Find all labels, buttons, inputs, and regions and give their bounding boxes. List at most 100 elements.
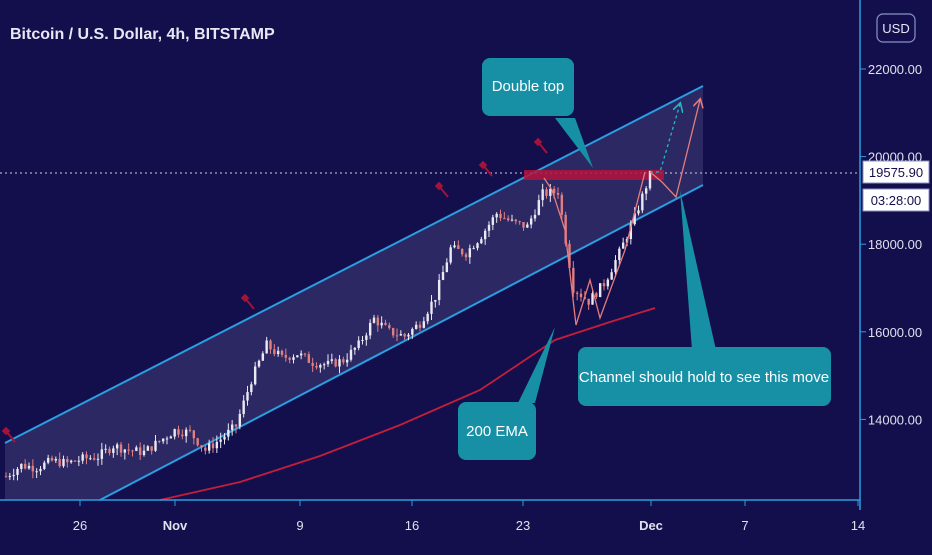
candle-down[interactable] <box>395 335 399 337</box>
candle-up[interactable] <box>246 392 249 401</box>
candle-down[interactable] <box>403 333 406 337</box>
candle-down[interactable] <box>127 449 130 451</box>
candle-up[interactable] <box>591 293 594 305</box>
candle-down[interactable] <box>572 267 575 293</box>
candle-down[interactable] <box>211 443 215 449</box>
candle-up[interactable] <box>641 193 644 211</box>
candle-down[interactable] <box>31 465 35 472</box>
candle-up[interactable] <box>154 440 157 451</box>
candle-up[interactable] <box>161 438 165 442</box>
usd-button[interactable]: USD <box>876 13 916 43</box>
candle-up[interactable] <box>227 429 230 437</box>
candle-up[interactable] <box>468 248 472 258</box>
candle-up[interactable] <box>437 279 441 300</box>
candle-down[interactable] <box>158 440 161 442</box>
candle-down[interactable] <box>273 349 276 355</box>
candle-up[interactable] <box>441 271 445 280</box>
candle-up[interactable] <box>54 458 58 461</box>
candle-up[interactable] <box>230 424 234 430</box>
candle-up[interactable] <box>46 457 50 463</box>
candle-down[interactable] <box>587 298 590 305</box>
candle-up[interactable] <box>62 458 65 467</box>
candle-down[interactable] <box>315 366 318 368</box>
candle-up[interactable] <box>372 317 376 323</box>
candle-up[interactable] <box>380 322 383 326</box>
candle-up[interactable] <box>299 353 303 356</box>
candle-up[interactable] <box>184 429 188 437</box>
candle-up[interactable] <box>365 335 368 340</box>
candle-down[interactable] <box>595 293 598 298</box>
candle-up[interactable] <box>637 210 640 214</box>
candle-up[interactable] <box>368 322 372 336</box>
candle-up[interactable] <box>361 339 364 341</box>
candle-up[interactable] <box>407 334 410 337</box>
candle-up[interactable] <box>480 239 483 244</box>
time-axis[interactable]: 26 Nov 9 16 23 Dec 7 14 <box>73 500 865 533</box>
candle-up[interactable] <box>257 360 261 367</box>
candle-up[interactable] <box>476 243 479 249</box>
candle-up[interactable] <box>112 448 115 454</box>
candle-down[interactable] <box>23 463 27 469</box>
callout-double-top[interactable]: Double top <box>482 58 593 168</box>
callout-channel[interactable]: Channel should hold to see this move <box>578 190 831 406</box>
candle-up[interactable] <box>598 283 602 298</box>
candle-down[interactable] <box>575 292 579 294</box>
candle-up[interactable] <box>445 262 449 272</box>
candle-down[interactable] <box>418 324 422 328</box>
candle-up[interactable] <box>100 449 104 459</box>
candle-down[interactable] <box>384 322 387 326</box>
candle-up[interactable] <box>610 272 613 280</box>
candle-down[interactable] <box>150 446 153 451</box>
candle-up[interactable] <box>142 450 146 456</box>
candle-up[interactable] <box>541 189 544 201</box>
candle-down[interactable] <box>177 429 180 435</box>
candle-up[interactable] <box>529 218 533 225</box>
candle-up[interactable] <box>411 328 414 335</box>
resistance-zone[interactable] <box>524 170 664 180</box>
candle-up[interactable] <box>27 465 31 469</box>
candle-up[interactable] <box>330 359 334 361</box>
candle-up[interactable] <box>629 224 633 240</box>
candle-down[interactable] <box>503 218 506 220</box>
channel-upper-line[interactable] <box>4 85 704 444</box>
candle-down[interactable] <box>556 193 560 195</box>
candle-down[interactable] <box>66 458 69 463</box>
candle-up[interactable] <box>173 429 176 437</box>
candle-down[interactable] <box>391 328 395 336</box>
candle-down[interactable] <box>92 458 96 460</box>
candle-down[interactable] <box>522 222 525 228</box>
candle-up[interactable] <box>39 468 42 472</box>
candle-up[interactable] <box>422 321 426 328</box>
candle-down[interactable] <box>50 457 54 461</box>
candle-down[interactable] <box>108 448 111 454</box>
candle-up[interactable] <box>483 230 487 240</box>
candle-down[interactable] <box>376 317 380 326</box>
candle-down[interactable] <box>131 450 134 452</box>
candle-up[interactable] <box>43 462 46 469</box>
candle-down[interactable] <box>342 359 345 363</box>
candle-up[interactable] <box>35 471 38 473</box>
candle-up[interactable] <box>430 301 433 314</box>
candle-up[interactable] <box>215 441 219 449</box>
candle-down[interactable] <box>85 454 88 459</box>
candle-down[interactable] <box>119 444 123 453</box>
candle-up[interactable] <box>606 279 610 287</box>
candle-up[interactable] <box>253 366 257 385</box>
candle-up[interactable] <box>399 333 403 336</box>
candle-down[interactable] <box>307 354 311 363</box>
candle-up[interactable] <box>434 299 437 302</box>
candle-down[interactable] <box>460 249 464 255</box>
candle-up[interactable] <box>296 355 299 358</box>
candle-down[interactable] <box>303 353 307 355</box>
candle-up[interactable] <box>165 438 169 440</box>
candle-up[interactable] <box>633 213 636 225</box>
candle-up[interactable] <box>89 458 92 460</box>
candle-up[interactable] <box>621 242 625 249</box>
candle-up[interactable] <box>292 357 295 360</box>
candle-up[interactable] <box>526 224 529 228</box>
candle-up[interactable] <box>338 359 341 367</box>
candle-up[interactable] <box>146 446 150 451</box>
candle-down[interactable] <box>514 219 518 222</box>
candle-up[interactable] <box>614 260 617 273</box>
